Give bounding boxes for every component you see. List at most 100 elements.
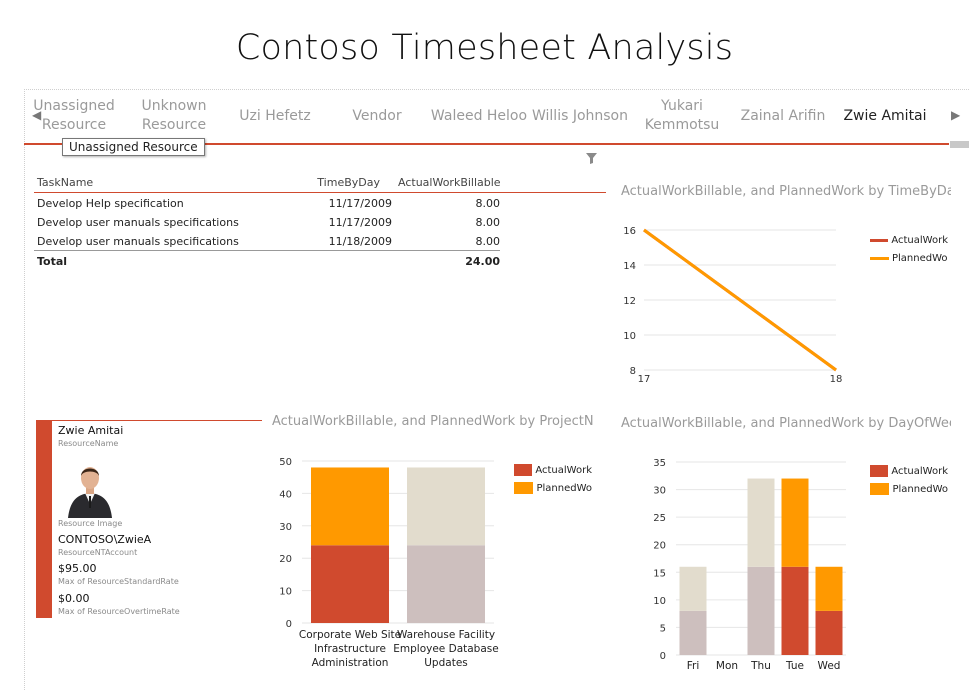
y-tick-label: 30	[279, 522, 292, 533]
legend-item-actual[interactable]: ActualWork	[514, 461, 592, 479]
project-chart-title: ActualWorkBillable, and PlannedWork by P…	[272, 414, 594, 429]
slicer-left-arrow-icon[interactable]: ◀	[32, 108, 42, 122]
bar-planned	[747, 478, 775, 567]
slicer-item-vendor[interactable]: Vendor	[352, 107, 402, 124]
x-tick-label: Warehouse Facility	[397, 629, 495, 641]
slicer-item-yukari-kemmotsu[interactable]: Yukari Kemmotsu	[644, 98, 720, 133]
x-tick-label: Infrastructure	[314, 643, 386, 655]
legend-item-planned[interactable]: PlannedWo	[870, 480, 948, 498]
card-resource-name: Zwie Amitai	[58, 424, 124, 437]
total-value: 24.00	[465, 255, 500, 268]
bar-actual	[781, 566, 809, 655]
x-tick-label: Wed	[818, 660, 841, 672]
bar-actual	[311, 545, 389, 623]
x-tick-label: Employee Database	[393, 643, 498, 655]
resource-slicer: Unassigned Resource Unknown Resource Uzi…	[24, 90, 969, 142]
y-tick-label: 15	[653, 568, 666, 579]
x-tick-label: Tue	[785, 660, 804, 672]
bar-actual	[407, 545, 485, 623]
project-chart-legend: ActualWork PlannedWo	[514, 461, 592, 497]
card-image-label: Resource Image	[58, 519, 123, 528]
card-resource-name-label: ResourceName	[58, 439, 119, 448]
cell-timebyday: 11/18/2009	[328, 235, 392, 248]
y-tick-label: 25	[653, 513, 666, 524]
line-chart-legend: ActualWork PlannedWo	[870, 231, 948, 267]
legend-item-planned[interactable]: PlannedWo	[514, 479, 592, 497]
slicer-right-arrow-icon[interactable]: ▶	[951, 108, 961, 122]
cell-actualworkbillable: 8.00	[475, 235, 501, 248]
y-tick-label: 8	[630, 366, 636, 377]
slicer-item-willis-johnson[interactable]: Willis Johnson	[531, 107, 628, 124]
legend-item-actual[interactable]: ActualWork	[870, 231, 948, 249]
slicer-item-waleed-heloo[interactable]: Waleed Heloo	[430, 107, 528, 124]
cell-taskname: Develop Help specification	[37, 197, 184, 210]
y-tick-label: 30	[653, 486, 666, 497]
report-canvas-border	[24, 89, 969, 690]
bar-planned	[407, 467, 485, 546]
bar-actual	[815, 610, 843, 655]
card-standard-rate-label: Max of ResourceStandardRate	[58, 577, 179, 586]
header-taskname[interactable]: TaskName	[37, 176, 94, 189]
x-tick-label: Updates	[424, 657, 468, 669]
cell-actualworkbillable: 8.00	[475, 197, 501, 210]
cell-taskname: Develop user manuals specifications	[37, 216, 239, 229]
bar-planned	[815, 566, 843, 611]
y-tick-label: 16	[623, 226, 636, 237]
x-tick-label: Fri	[687, 660, 700, 672]
card-account: CONTOSO\ZwieA	[58, 533, 152, 546]
y-tick-label: 40	[279, 489, 292, 500]
page-title: Contoso Timesheet Analysis	[235, 28, 734, 68]
slicer-underline	[24, 143, 949, 145]
y-tick-label: 20	[279, 554, 292, 565]
x-tick-label: 17	[638, 374, 651, 385]
line-chart: 8 10 12 14 16 17 18	[623, 226, 842, 385]
slicer-item-zainal-arifin[interactable]: Zainal Arifin	[740, 107, 826, 124]
card-account-label: ResourceNTAccount	[58, 548, 138, 557]
cell-actualworkbillable: 8.00	[475, 216, 501, 229]
bar-planned	[311, 467, 389, 546]
card-overtime-rate-label: Max of ResourceOvertimeRate	[58, 607, 180, 616]
x-tick-label: Administration	[312, 657, 389, 669]
table-header-row: TaskName TimeByDay ActualWorkBillable	[34, 172, 606, 193]
y-tick-label: 12	[623, 296, 636, 307]
slicer-item-unknown-resource[interactable]: Unknown Resource	[141, 98, 207, 133]
y-tick-label: 14	[623, 261, 636, 272]
slicer-item-zwie-amitai[interactable]: Zwie Amitai	[843, 107, 927, 124]
dayofweek-bar-chart: 0 5 10 15 20 25 30 35 Fri Mon Thu Tue Wed	[653, 458, 846, 672]
slicer-item-unassigned-resource[interactable]: Unassigned Resource	[33, 98, 115, 133]
bar-actual	[679, 610, 707, 655]
resource-avatar	[64, 456, 116, 518]
legend-item-actual[interactable]: ActualWork	[870, 462, 948, 480]
card-accent-bar	[36, 420, 52, 618]
y-tick-label: 10	[623, 331, 636, 342]
line-chart-title: ActualWorkBillable, and PlannedWork by T…	[621, 184, 951, 199]
slicer-item-uzi-hefetz[interactable]: Uzi Hefetz	[239, 107, 311, 124]
dayofweek-chart-title: ActualWorkBillable, and PlannedWork by D…	[621, 416, 951, 431]
legend-item-planned[interactable]: PlannedWo	[870, 249, 948, 267]
y-tick-label: 20	[653, 541, 666, 552]
x-tick-label: Mon	[716, 660, 738, 672]
card-overtime-rate: $0.00	[58, 592, 90, 605]
cell-timebyday: 11/17/2009	[328, 216, 392, 229]
y-tick-label: 10	[279, 587, 292, 598]
total-label: Total	[37, 255, 68, 268]
x-tick-label: Thu	[750, 660, 771, 672]
header-actualworkbillable[interactable]: ActualWorkBillable	[398, 176, 501, 189]
y-tick-label: 0	[660, 651, 666, 662]
x-tick-label: Corporate Web Site	[299, 629, 401, 641]
cell-timebyday: 11/17/2009	[328, 197, 392, 210]
header-timebyday[interactable]: TimeByDay	[317, 176, 380, 189]
y-tick-label: 5	[660, 623, 666, 634]
y-tick-label: 10	[653, 596, 666, 607]
card-top-line	[52, 420, 262, 421]
table-total-row: Total 24.00	[34, 250, 500, 271]
slicer-tooltip: Unassigned Resource	[62, 138, 205, 156]
dayofweek-chart-legend: ActualWork PlannedWo	[870, 462, 948, 498]
table-row: Develop user manuals specifications 11/1…	[34, 212, 606, 231]
filter-icon[interactable]	[586, 153, 597, 164]
y-tick-label: 35	[653, 458, 666, 469]
y-tick-label: 0	[286, 619, 292, 630]
scrollbar-thumb[interactable]	[950, 141, 969, 148]
bar-planned	[679, 566, 707, 611]
series-line-planned	[643, 228, 837, 372]
